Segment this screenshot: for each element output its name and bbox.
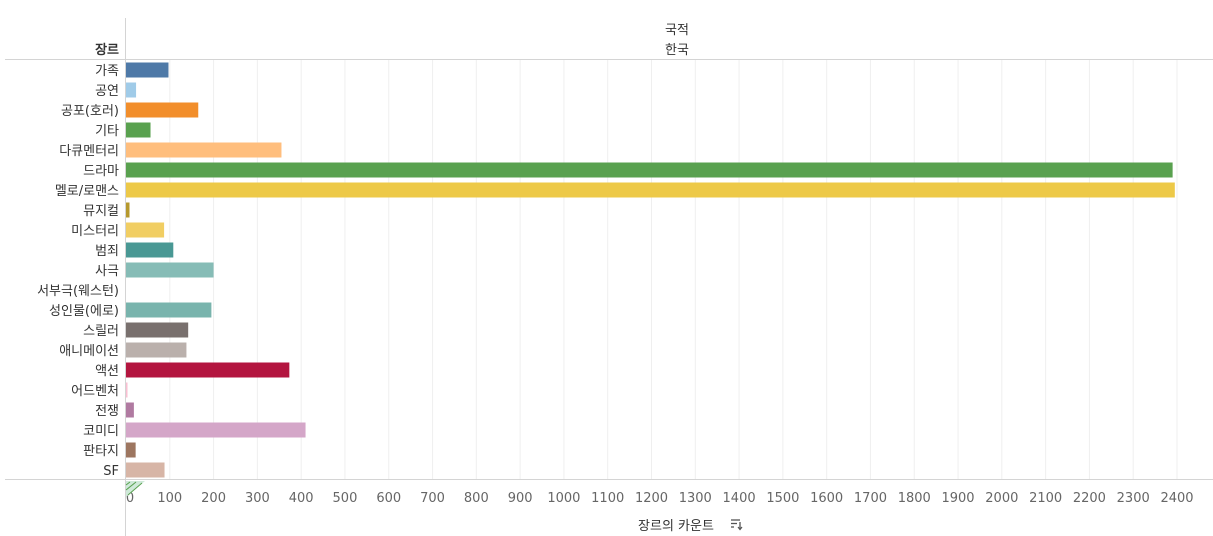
bar[interactable] xyxy=(126,122,151,138)
x-tick-label: 1000 xyxy=(547,491,580,506)
x-tick-label: 600 xyxy=(376,491,401,506)
bar[interactable] xyxy=(126,242,174,258)
bar[interactable] xyxy=(126,102,199,118)
bars-group xyxy=(126,62,1175,478)
x-tick-label: 400 xyxy=(289,491,314,506)
bar[interactable] xyxy=(126,382,128,398)
x-tick-label: 1300 xyxy=(679,491,712,506)
x-tick-label: 0 xyxy=(126,491,134,506)
x-tick-label: 2400 xyxy=(1160,491,1193,506)
x-tick-label: 1200 xyxy=(635,491,668,506)
category-label[interactable]: 멜로/로맨스 xyxy=(55,184,119,199)
category-label[interactable]: SF xyxy=(103,464,119,479)
category-label[interactable]: 뮤지컬 xyxy=(83,204,119,219)
x-tick-label: 1400 xyxy=(723,491,756,506)
category-label[interactable]: 다큐멘터리 xyxy=(59,144,119,159)
category-label[interactable]: 공연 xyxy=(95,84,119,99)
row-field-title[interactable]: 장르 xyxy=(95,42,119,58)
bar[interactable] xyxy=(126,142,282,158)
x-tick-label: 500 xyxy=(333,491,358,506)
category-label[interactable]: 가족 xyxy=(95,64,119,79)
bar[interactable] xyxy=(126,202,130,218)
x-tick-label: 1600 xyxy=(810,491,843,506)
x-tick-label: 2100 xyxy=(1029,491,1062,506)
bar[interactable] xyxy=(126,402,134,418)
x-tick-label: 700 xyxy=(420,491,445,506)
category-label[interactable]: 성인물(에로) xyxy=(49,304,119,319)
bar[interactable] xyxy=(126,222,165,238)
x-axis-tick-labels: 0 100 200 300 400 500 600 700 800 900 1000 1100 1200… xyxy=(126,491,1194,506)
bar[interactable] xyxy=(126,362,290,378)
x-tick-label: 1800 xyxy=(898,491,931,506)
category-label[interactable]: 미스터리 xyxy=(71,224,119,239)
x-tick-label: 1900 xyxy=(941,491,974,506)
x-tick-label: 2200 xyxy=(1073,491,1106,506)
axis-origin-marker xyxy=(125,481,145,497)
x-tick-label: 200 xyxy=(201,491,226,506)
column-value-label: 한국 xyxy=(665,43,689,58)
x-axis-title[interactable]: 장르의 카운트 xyxy=(638,519,714,534)
category-label[interactable]: 판타지 xyxy=(83,444,119,459)
x-tick-label: 1700 xyxy=(854,491,887,506)
category-label[interactable]: 공포(호러) xyxy=(61,104,119,119)
bar[interactable] xyxy=(126,82,137,98)
bar[interactable] xyxy=(126,302,212,318)
x-tick-label: 2300 xyxy=(1117,491,1150,506)
bar[interactable] xyxy=(126,462,165,478)
sort-icon[interactable] xyxy=(731,519,743,531)
category-label[interactable]: 전쟁 xyxy=(95,404,119,419)
category-label[interactable]: 애니메이션 xyxy=(59,344,119,359)
bar[interactable] xyxy=(126,262,214,278)
x-tick-label: 900 xyxy=(508,491,533,506)
x-tick-label: 1100 xyxy=(591,491,624,506)
x-tick-label: 100 xyxy=(157,491,182,506)
bar[interactable] xyxy=(126,442,136,458)
x-tick-label: 300 xyxy=(245,491,270,506)
category-label[interactable]: 드라마 xyxy=(83,164,119,179)
bar[interactable] xyxy=(126,182,1175,198)
bar[interactable] xyxy=(126,322,189,338)
bar[interactable] xyxy=(126,162,1173,178)
bar[interactable] xyxy=(126,342,187,358)
bar[interactable] xyxy=(126,62,169,78)
gridlines xyxy=(169,60,1178,479)
category-label[interactable]: 사극 xyxy=(95,264,119,279)
category-label[interactable]: 코미디 xyxy=(83,424,119,439)
x-tick-label: 1500 xyxy=(766,491,799,506)
category-label[interactable]: 범죄 xyxy=(95,244,119,259)
category-label[interactable]: 기타 xyxy=(95,124,119,139)
category-label[interactable]: 스릴러 xyxy=(83,324,119,339)
column-field-title: 국적 xyxy=(665,23,689,38)
x-tick-label: 800 xyxy=(464,491,489,506)
category-label[interactable]: 액션 xyxy=(95,364,119,379)
category-label[interactable]: 서부극(웨스턴) xyxy=(37,284,119,299)
category-label[interactable]: 어드벤처 xyxy=(71,384,119,399)
x-tick-label: 2000 xyxy=(985,491,1018,506)
bar[interactable] xyxy=(126,422,306,438)
